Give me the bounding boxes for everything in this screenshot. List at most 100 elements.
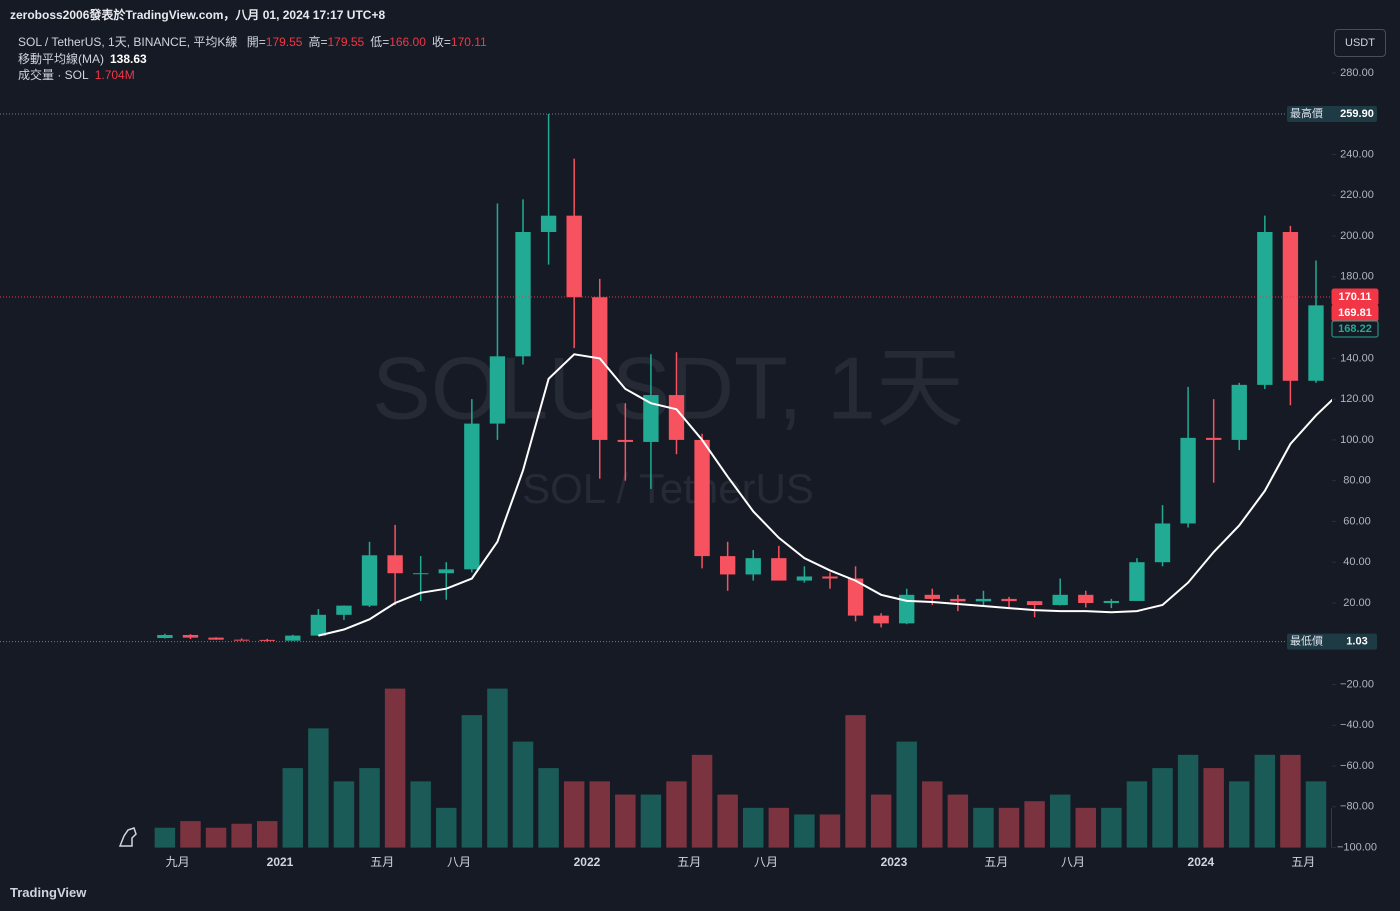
- ma-name: 移動平均線(MA): [18, 52, 104, 66]
- volume-bar: [512, 741, 534, 848]
- volume-bar: [563, 781, 585, 848]
- candle-body: [566, 215, 582, 298]
- x-tick-label: 五月: [370, 855, 394, 869]
- candle-body: [668, 395, 685, 440]
- legend-ma: 移動平均線(MA) 138.63: [18, 50, 153, 67]
- x-tick-label: 九月: [166, 855, 190, 869]
- volume-bar: [1280, 754, 1301, 848]
- volume-bar: [717, 794, 738, 848]
- volume-bar: [947, 794, 969, 848]
- ohlc: 開=179.55 高=179.55 低=166.00 收=170.11: [247, 35, 493, 49]
- y-tick-label: −60.00: [1340, 760, 1374, 772]
- candle-body: [694, 439, 710, 557]
- y-tick-label: 80.00: [1343, 475, 1371, 487]
- volume-bar: [1101, 807, 1122, 848]
- candle-body: [208, 637, 224, 640]
- candle-body: [310, 614, 327, 636]
- legend-title: SOL / TetherUS, 1天, BINANCE, 平均K線: [18, 35, 238, 49]
- low-tag-bg: [1287, 633, 1377, 650]
- candle-body: [771, 558, 787, 581]
- volume-bar: [461, 715, 483, 848]
- volume-bar: [589, 781, 610, 848]
- volume-bar: [1229, 781, 1250, 848]
- y-tick-label: 240.00: [1340, 148, 1374, 160]
- ma-value: 138.63: [110, 52, 147, 66]
- y-tick-label: 140.00: [1340, 352, 1374, 364]
- x-tick-label: 2023: [881, 855, 908, 869]
- volume-bar: [1075, 807, 1097, 848]
- volume-bar: [231, 823, 252, 848]
- x-tick-label: 八月: [447, 855, 471, 869]
- x-tick-label: 2024: [1188, 855, 1215, 869]
- candle-body: [592, 297, 608, 440]
- volume-bar: [615, 794, 636, 848]
- candle-body: [259, 639, 275, 641]
- y-tick-label: 20.00: [1343, 597, 1371, 609]
- volume-bar: [742, 807, 764, 848]
- price-tag-bg: [1331, 320, 1379, 338]
- ohlc-value: 170.11: [450, 35, 487, 49]
- low-tag-value: 1.03: [1346, 636, 1367, 648]
- watermark: SOLUSDT, 1天: [372, 338, 964, 437]
- y-tick-label: 180.00: [1340, 271, 1374, 283]
- candle-body: [1129, 562, 1145, 601]
- y-tick-label: −20.00: [1340, 678, 1374, 690]
- y-tick-label: 200.00: [1340, 230, 1374, 242]
- price-tag: 168.22: [1338, 323, 1372, 335]
- candle-body: [1001, 598, 1017, 602]
- candle-body: [438, 569, 454, 574]
- volume-bar: [1152, 768, 1173, 848]
- currency-button[interactable]: USDT: [1334, 29, 1386, 57]
- logo-icon: [118, 827, 137, 847]
- candle-body: [873, 615, 889, 624]
- candle-body: [975, 598, 992, 602]
- y-tick-label: −100.00: [1337, 842, 1377, 854]
- candle-body: [285, 635, 301, 641]
- x-tick-label: 五月: [984, 855, 1008, 869]
- volume-value: 1.704M: [94, 68, 135, 82]
- candle-body: [719, 556, 736, 575]
- ohlc-label: 低=: [370, 35, 390, 49]
- candle-body: [1282, 231, 1299, 381]
- volume-bar: [1254, 754, 1276, 848]
- volume-bar: [180, 821, 201, 848]
- candle-body: [1205, 437, 1222, 440]
- volume-bar: [768, 807, 790, 848]
- y-tick-label: 120.00: [1340, 393, 1374, 405]
- volume-bar: [333, 781, 355, 848]
- volume-bar: [973, 807, 994, 848]
- volume-name: 成交量 · SOL: [18, 68, 89, 82]
- candle-body: [847, 578, 864, 616]
- x-tick-label: 2021: [267, 855, 294, 869]
- volume-bar: [359, 768, 380, 848]
- candle-body: [1231, 384, 1247, 440]
- candle-body: [540, 215, 557, 232]
- y-tick-label: 280.00: [1340, 67, 1374, 79]
- ohlc-label: 高=: [308, 35, 328, 49]
- y-tick-label: −80.00: [1340, 801, 1374, 813]
- candle-body: [924, 594, 940, 599]
- volume-bar: [1024, 801, 1045, 848]
- volume-bar: [1049, 794, 1071, 848]
- high-tag-label: 最高價: [1290, 106, 1323, 120]
- candle-body: [489, 356, 506, 424]
- ohlc-label: 收=: [431, 35, 451, 49]
- volume-bar: [794, 814, 815, 848]
- volume-bar: [666, 781, 687, 848]
- y-tick-label: 100.00: [1340, 434, 1374, 446]
- y-tick-label: 220.00: [1340, 189, 1374, 201]
- volume-bar: [1305, 781, 1327, 848]
- candle-body: [1180, 437, 1196, 524]
- candle-body: [1026, 601, 1043, 606]
- ohlc-value: 179.55: [327, 35, 365, 49]
- ohlc-value: 179.55: [265, 35, 303, 49]
- volume-bar: [1126, 781, 1148, 848]
- candle-body: [1257, 231, 1273, 385]
- legend-volume: 成交量 · SOL 1.704M: [18, 66, 141, 83]
- volume-bar: [205, 827, 227, 848]
- candle-body: [1308, 305, 1324, 381]
- candle-body: [157, 634, 173, 639]
- plot-area: [154, 113, 1332, 848]
